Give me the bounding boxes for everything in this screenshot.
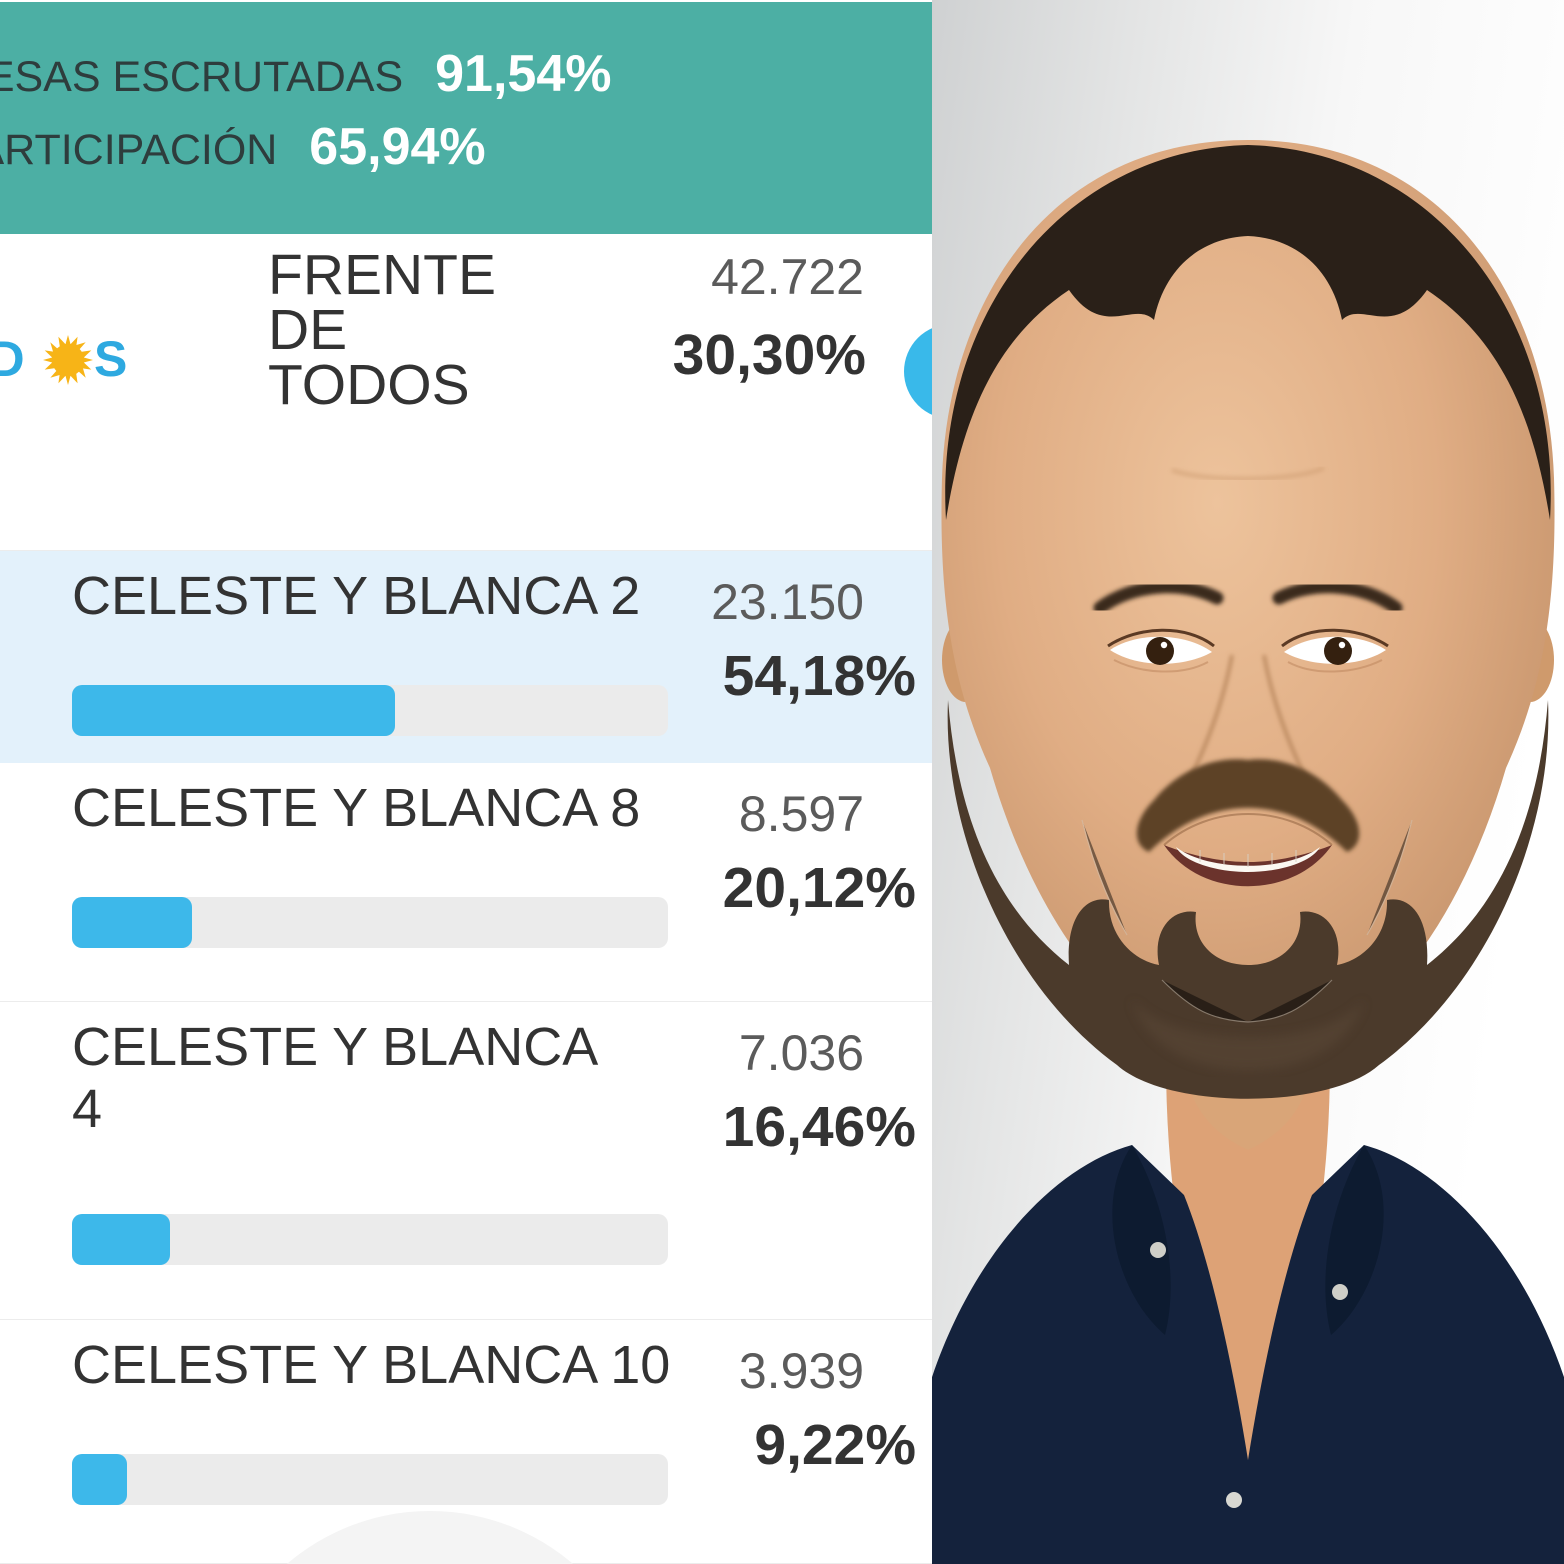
svg-text:S: S [94,331,127,387]
svg-text:TOD: TOD [0,331,24,387]
